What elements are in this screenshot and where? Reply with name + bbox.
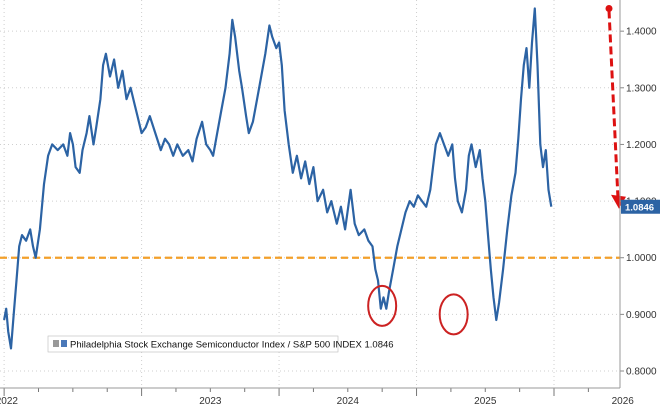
y-tick-label: 0.8000 [626, 367, 657, 378]
y-tick-label: 1.4000 [626, 27, 657, 38]
legend-series-label: Philadelphia Stock Exchange Semiconducto… [70, 340, 394, 351]
x-tick-label: 2022 [0, 396, 18, 407]
x-tick-label: 2023 [199, 396, 222, 407]
low-highlight-circle [367, 284, 398, 327]
last-value-box [621, 199, 660, 214]
low-highlight-circle [438, 293, 469, 336]
grid-layer [0, 0, 620, 388]
y-tick-label: 1.3000 [626, 83, 657, 94]
x-tick-label: 2026 [612, 396, 635, 407]
legend-gray-swatch [53, 340, 59, 347]
arrow-start-dot [605, 4, 613, 12]
last-value-label: 1.0846 [625, 203, 654, 214]
arrow-shaft [607, 10, 620, 199]
legend: Philadelphia Stock Exchange Semiconducto… [47, 335, 394, 353]
legend-box [47, 335, 339, 353]
arrow-head [611, 194, 627, 209]
y-tick-label: 0.9000 [626, 310, 657, 321]
y-tick-label: 1.2000 [626, 140, 657, 151]
x-tick-label: 2025 [474, 396, 497, 407]
x-tick-label: 2024 [337, 396, 360, 407]
legend-series-swatch [61, 340, 67, 347]
series-line [3, 7, 553, 350]
y-tick-label: 1.0000 [626, 253, 657, 264]
annotation-layer [367, 4, 627, 336]
series-layer [3, 7, 553, 350]
